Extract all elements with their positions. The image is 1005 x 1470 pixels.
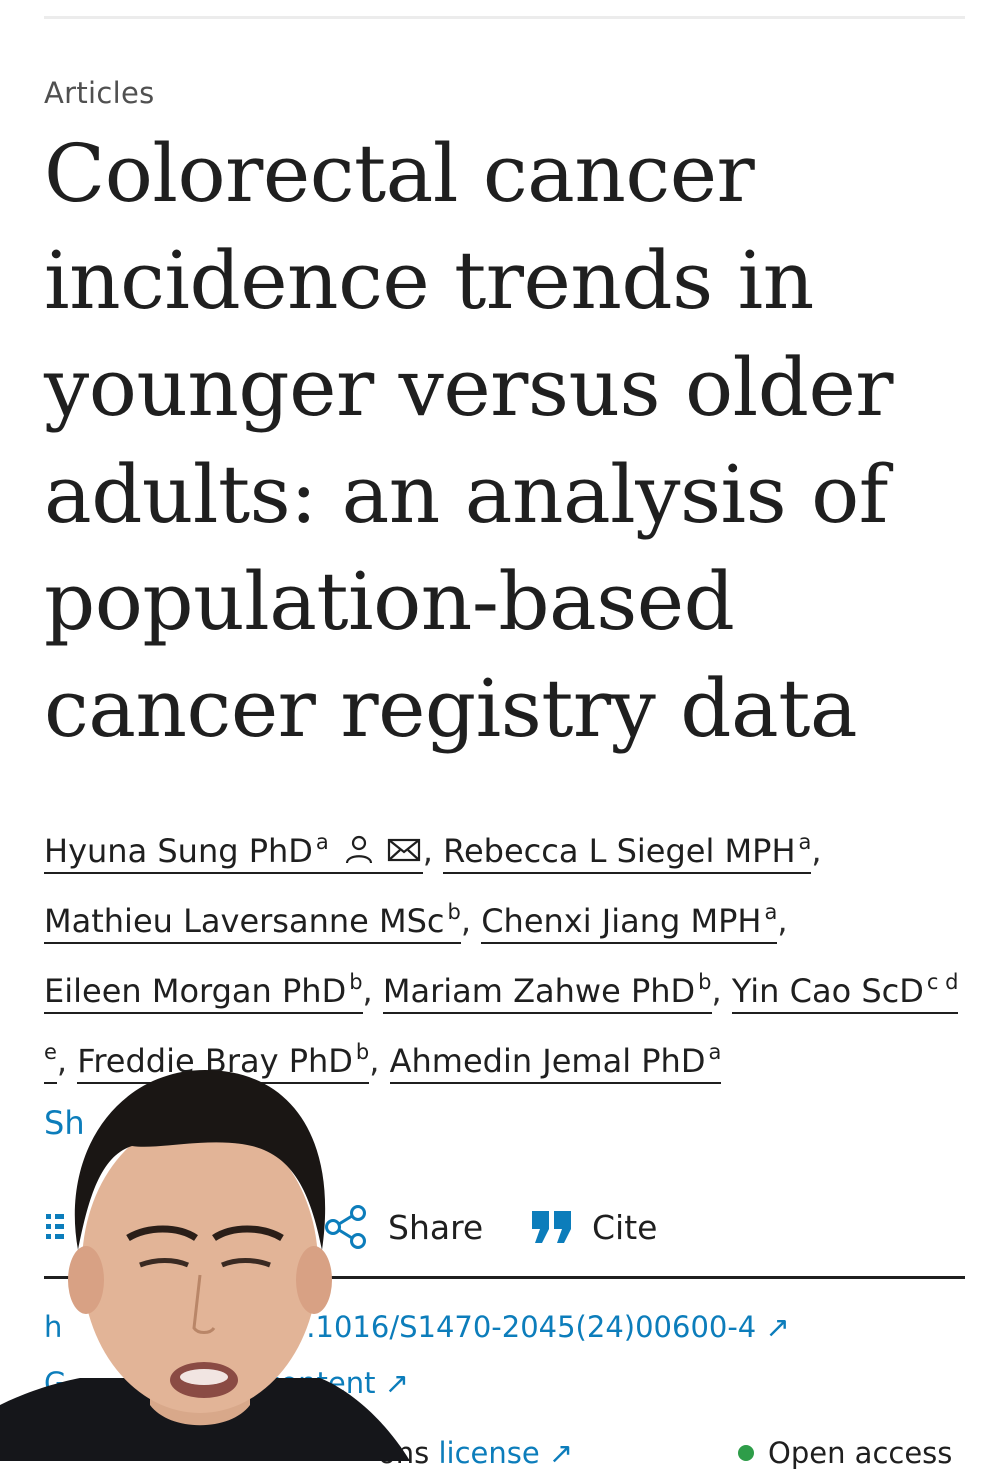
section-label: Articles (44, 76, 155, 110)
article-toolbar: Share Cite (44, 1200, 965, 1260)
author-link[interactable]: Chenxi Jiang MPH a (481, 900, 778, 944)
author-affiliation: a (708, 1040, 722, 1064)
author-link[interactable]: Eileen Morgan PhD b (44, 970, 363, 1014)
external-link-icon: ↗ (384, 1366, 410, 1400)
cite-button[interactable]: Cite (530, 1205, 657, 1249)
author-affiliation: b (698, 970, 712, 994)
quote-icon (532, 1211, 571, 1243)
external-link-icon: ↗ (548, 1436, 574, 1470)
outline-icon[interactable] (44, 1212, 66, 1242)
author-name: Yin Cao ScD (731, 972, 924, 1010)
doi-value: 10.1016/S1470-2045(24)00600-4 (269, 1310, 757, 1344)
show-more-toggle[interactable]: Sh (44, 1104, 85, 1142)
author-link[interactable]: Ahmedin Jemal PhD a (389, 1040, 722, 1084)
author-affiliation: a (764, 900, 778, 924)
author-name: Eileen Morgan PhD (44, 972, 347, 1010)
presenter-video-overlay (0, 1070, 410, 1461)
author-affiliation: b (349, 970, 363, 994)
author-name: Mathieu Laversanne MSc (44, 902, 445, 940)
author-list: Hyuna Sung PhD a, Rebecca L Siegel MPH a, … (44, 812, 974, 1092)
doi-link[interactable]: h 10.1016/S1470-2045(24)00600-4 ↗ (44, 1310, 790, 1344)
article-title: Colorectal cancer incidence trends in yo… (44, 127, 894, 755)
author-affiliation: a (798, 830, 812, 854)
author-affiliation: b (447, 900, 461, 924)
share-button[interactable]: Share (324, 1205, 483, 1249)
toolbar-divider (44, 1276, 965, 1279)
author-name: Mariam Zahwe PhD (382, 972, 696, 1010)
person-icon (345, 835, 372, 864)
author-link[interactable]: Mathieu Laversanne MSc b (44, 900, 461, 944)
author-affiliation: a (315, 830, 329, 854)
author-affiliation: c d e (44, 970, 959, 1064)
open-access-badge: Open access (738, 1436, 952, 1470)
author-affiliation: b (355, 1040, 370, 1064)
person-envelope-icons (345, 835, 420, 864)
envelope-icon (387, 838, 420, 862)
license-text: license (438, 1436, 540, 1470)
author-link[interactable]: Mariam Zahwe PhD b (382, 970, 712, 1014)
open-access-label: Open access (768, 1436, 953, 1470)
doi-prefix: h (44, 1310, 63, 1344)
top-divider (44, 16, 965, 19)
author-link[interactable]: Yin Cao ScD c d e (44, 970, 959, 1084)
open-access-dot-icon (738, 1445, 754, 1461)
author-name: Ahmedin Jemal PhD (389, 1042, 706, 1080)
author-name: Rebecca L Siegel MPH (443, 832, 796, 870)
author-name: Chenxi Jiang MPH (481, 902, 762, 940)
share-icon (325, 1205, 366, 1249)
author-link[interactable]: Hyuna Sung PhD a (44, 830, 423, 874)
share-label: Share (388, 1207, 484, 1247)
cite-label: Cite (592, 1207, 658, 1247)
author-name: Hyuna Sung PhD (44, 832, 313, 870)
author-link[interactable]: Rebecca L Siegel MPH a (443, 830, 812, 874)
external-link-icon: ↗ (765, 1310, 790, 1344)
